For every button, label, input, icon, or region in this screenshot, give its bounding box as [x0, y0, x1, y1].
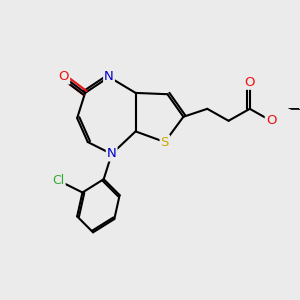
Text: —: —	[288, 102, 299, 115]
Text: N: N	[104, 70, 114, 83]
Text: O: O	[58, 70, 69, 83]
Text: O: O	[266, 114, 276, 127]
Text: O: O	[244, 76, 255, 89]
Text: N: N	[107, 148, 116, 160]
Text: S: S	[160, 136, 169, 148]
Text: —: —	[290, 104, 300, 114]
Text: Cl: Cl	[52, 174, 65, 187]
